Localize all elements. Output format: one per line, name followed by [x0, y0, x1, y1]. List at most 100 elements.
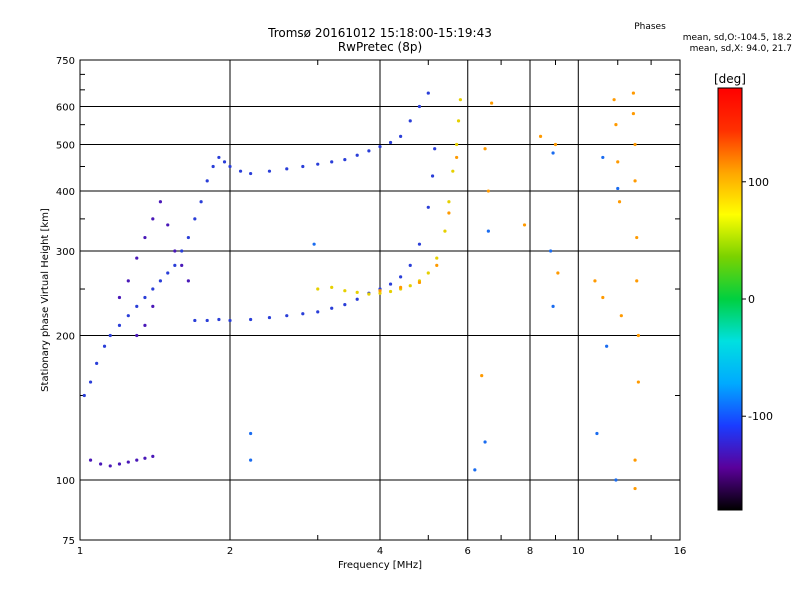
data-point	[480, 374, 484, 378]
data-point	[249, 458, 253, 462]
data-point	[426, 91, 430, 95]
data-point	[388, 282, 393, 286]
y-tick-label: 500	[56, 141, 75, 152]
data-point	[117, 462, 122, 466]
data-point	[458, 98, 463, 102]
data-point	[417, 242, 422, 246]
data-point	[408, 263, 412, 267]
data-point	[551, 304, 555, 309]
data-point	[151, 454, 155, 459]
y-tick-label: 300	[56, 247, 75, 258]
data-point	[180, 249, 184, 253]
x-tick-label: 8	[527, 546, 533, 557]
x-tick-label: 4	[377, 546, 383, 557]
data-point	[486, 189, 490, 193]
data-point	[267, 169, 272, 173]
data-point	[417, 280, 422, 285]
data-point	[617, 200, 622, 204]
data-point	[151, 304, 155, 309]
data-point	[301, 312, 305, 316]
data-point	[249, 431, 253, 436]
data-point	[343, 289, 347, 293]
data-point	[343, 158, 347, 162]
data-point	[443, 229, 447, 233]
data-point	[238, 169, 243, 173]
data-point	[408, 119, 412, 123]
data-point	[483, 147, 487, 151]
y-tick-label: 600	[56, 103, 75, 114]
data-point	[538, 134, 543, 138]
data-point	[143, 295, 147, 300]
data-point	[330, 306, 334, 310]
y-tick-label: 200	[56, 332, 75, 343]
x-tick-label: 10	[572, 546, 585, 557]
data-point	[614, 478, 618, 482]
data-point	[88, 380, 93, 384]
data-point	[486, 229, 490, 233]
data-point	[593, 279, 597, 283]
y-axis-label: Stationary phase Virtual Height [km]	[40, 208, 51, 392]
data-point	[158, 279, 163, 283]
data-point	[614, 123, 618, 127]
phases-title: Phases	[634, 22, 666, 32]
data-point	[633, 458, 637, 462]
data-point	[631, 111, 635, 116]
data-point	[173, 249, 177, 253]
data-point	[193, 318, 197, 323]
data-point	[312, 242, 316, 246]
colorbar	[717, 87, 743, 511]
data-point	[166, 223, 170, 227]
x-axis-label: Frequency [MHz]	[338, 560, 422, 571]
data-point	[605, 344, 609, 348]
data-point	[635, 279, 639, 283]
data-point	[633, 142, 637, 147]
data-point	[367, 292, 371, 296]
data-point	[249, 317, 253, 322]
data-point	[151, 217, 155, 221]
data-point	[285, 314, 289, 318]
data-point	[473, 468, 477, 472]
data-point	[399, 285, 403, 289]
data-point	[399, 134, 403, 138]
data-point	[222, 160, 227, 164]
data-point	[455, 155, 459, 160]
data-point	[616, 186, 620, 191]
data-point	[126, 279, 130, 283]
data-point	[158, 200, 163, 204]
data-point	[388, 140, 393, 145]
data-point	[522, 223, 527, 227]
data-point	[483, 440, 487, 444]
data-point	[426, 205, 430, 209]
data-point	[217, 155, 221, 160]
colorbar-label: [deg]	[714, 72, 746, 86]
data-point	[636, 333, 640, 338]
data-point	[186, 279, 190, 283]
data-point	[330, 285, 334, 289]
data-point	[447, 211, 451, 215]
data-point	[228, 164, 232, 169]
data-point	[228, 318, 232, 323]
data-point	[211, 164, 215, 169]
data-point	[549, 249, 553, 253]
data-point	[126, 460, 130, 464]
data-point	[143, 235, 147, 240]
data-point	[355, 153, 359, 157]
data-point	[426, 271, 430, 275]
x-tick-label: 1	[77, 546, 83, 557]
data-point	[635, 235, 639, 240]
x-tick-label: 6	[465, 546, 471, 557]
data-point	[117, 323, 122, 327]
data-point	[151, 287, 155, 291]
data-point	[399, 275, 403, 279]
data-point	[456, 119, 461, 123]
y-tick-label: 100	[56, 476, 75, 487]
data-point	[378, 289, 382, 293]
data-point	[433, 147, 437, 151]
data-point	[435, 256, 439, 260]
data-point	[135, 304, 139, 309]
data-point	[99, 462, 103, 466]
data-point	[82, 393, 86, 398]
chart-subtitle: RwPretec (8p)	[337, 40, 423, 54]
data-point	[612, 98, 616, 102]
